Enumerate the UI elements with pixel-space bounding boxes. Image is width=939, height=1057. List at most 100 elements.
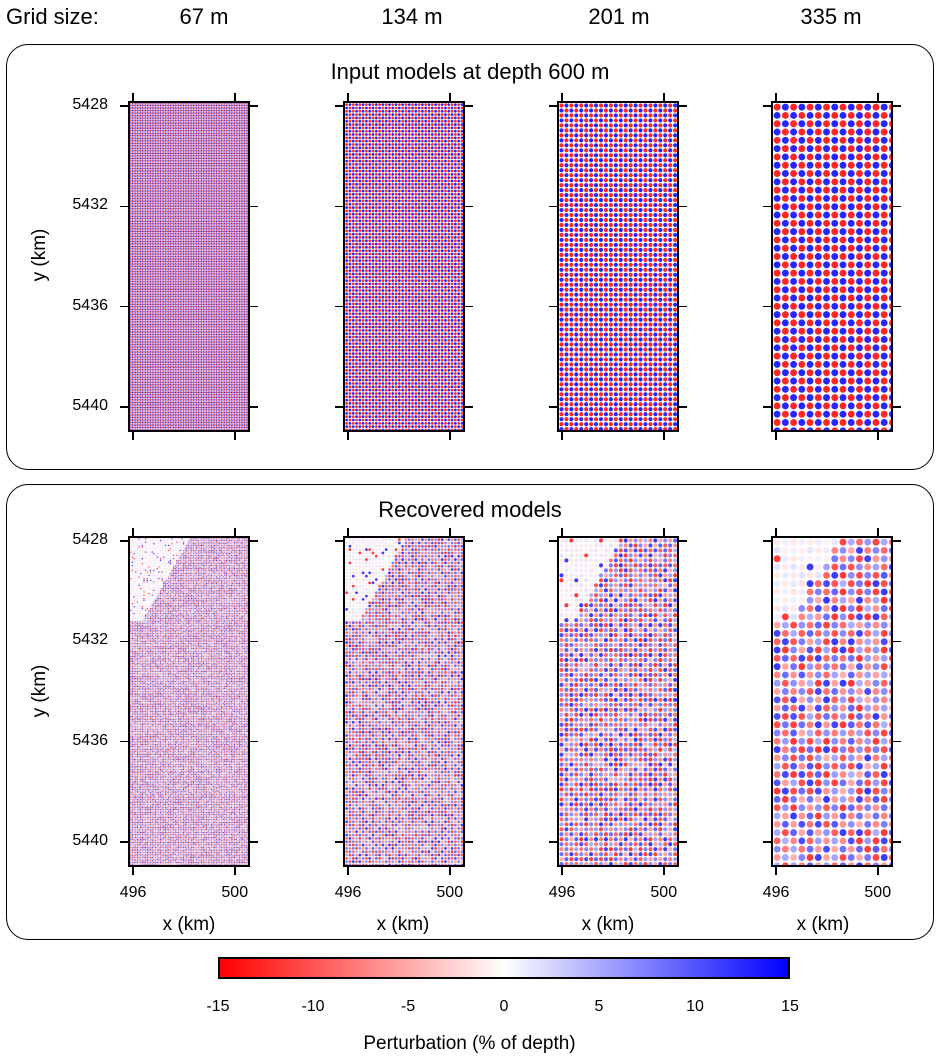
checker-cell bbox=[153, 121, 155, 123]
checker-cell bbox=[164, 426, 167, 429]
checker-cell bbox=[149, 164, 152, 166]
checker-cell bbox=[151, 179, 153, 181]
checker-cell bbox=[163, 240, 165, 243]
checker-cell bbox=[154, 174, 157, 176]
checker-cell bbox=[169, 290, 172, 293]
checker-cell bbox=[169, 308, 172, 311]
checker-cell bbox=[159, 247, 162, 249]
checker-cell bbox=[136, 381, 139, 384]
checker-cell bbox=[158, 108, 160, 110]
checker-cell bbox=[141, 358, 144, 361]
checker-cell bbox=[140, 159, 142, 161]
checker-cell bbox=[138, 214, 140, 216]
checker-cell bbox=[171, 149, 173, 152]
checker-cell bbox=[161, 285, 163, 288]
checker-cell bbox=[163, 403, 165, 405]
checker-cell bbox=[136, 207, 139, 210]
checker-cell bbox=[158, 156, 160, 158]
checker-cell bbox=[169, 192, 172, 195]
checker-cell bbox=[135, 393, 137, 395]
checker-cell bbox=[138, 332, 140, 334]
checker-cell bbox=[156, 411, 158, 414]
checker-cell bbox=[130, 207, 132, 210]
checker-cell bbox=[151, 206, 153, 208]
checker-cell bbox=[148, 390, 150, 392]
checker-cell bbox=[138, 372, 140, 374]
checker-cell bbox=[169, 355, 172, 357]
checker-cell bbox=[140, 352, 142, 354]
checker-cell bbox=[169, 161, 172, 163]
checker-cell bbox=[154, 290, 157, 293]
checker-cell bbox=[154, 159, 157, 161]
checker-cell bbox=[158, 376, 160, 379]
checker-cell bbox=[158, 171, 160, 173]
checker-cell bbox=[143, 172, 145, 175]
checker-cell bbox=[159, 171, 162, 173]
checker-cell bbox=[131, 355, 134, 357]
checker-cell bbox=[130, 305, 132, 308]
checker-cell bbox=[169, 285, 172, 288]
checker-cell bbox=[141, 368, 144, 371]
checker-cell bbox=[146, 113, 148, 115]
checker-cell bbox=[169, 343, 172, 346]
checker-cell bbox=[140, 212, 142, 215]
checker-cell bbox=[131, 370, 134, 372]
checker-cell bbox=[144, 106, 147, 108]
checker-cell bbox=[143, 328, 145, 331]
checker-cell bbox=[158, 338, 160, 341]
checker-cell bbox=[133, 308, 135, 311]
checker-cell bbox=[135, 108, 137, 110]
checker-cell bbox=[131, 257, 134, 259]
checker-cell bbox=[146, 131, 148, 133]
checker-cell bbox=[146, 405, 148, 407]
checker-cell bbox=[133, 191, 135, 193]
checker-cell bbox=[135, 378, 137, 381]
checker-cell bbox=[153, 104, 155, 107]
checker-cell bbox=[163, 123, 165, 125]
checker-cell bbox=[166, 169, 168, 171]
checker-cell bbox=[133, 396, 135, 399]
checker-cell bbox=[146, 265, 148, 268]
checker-cell bbox=[156, 141, 158, 143]
checker-cell bbox=[133, 335, 135, 337]
checker-cell bbox=[158, 318, 160, 321]
checker-cell bbox=[143, 141, 145, 143]
checker-cell bbox=[148, 292, 150, 294]
checker-cell bbox=[153, 375, 155, 377]
checker-cell bbox=[169, 300, 172, 303]
checker-cell bbox=[168, 353, 170, 356]
checker-cell bbox=[161, 365, 163, 367]
checker-cell bbox=[156, 269, 158, 271]
checker-cell bbox=[135, 194, 137, 196]
checker-cell bbox=[159, 279, 162, 281]
checker-cell bbox=[164, 172, 167, 175]
checker-cell bbox=[158, 289, 160, 291]
checker-cell bbox=[148, 398, 150, 400]
checker-cell bbox=[143, 305, 145, 308]
checker-cell bbox=[136, 108, 139, 110]
checker-cell bbox=[148, 116, 150, 118]
checker-cell bbox=[141, 342, 144, 344]
checker-cell bbox=[154, 327, 157, 329]
checker-cell bbox=[131, 322, 134, 324]
checker-cell bbox=[151, 284, 153, 286]
checker-cell bbox=[138, 137, 140, 140]
checker-cell bbox=[130, 292, 132, 294]
checker-cell bbox=[163, 214, 165, 216]
checker-cell bbox=[148, 159, 150, 161]
checker-cell bbox=[138, 254, 140, 256]
checker-cell bbox=[171, 104, 173, 107]
checker-cell bbox=[149, 398, 152, 400]
checker-cell bbox=[163, 284, 165, 286]
checker-cell bbox=[146, 425, 148, 427]
checker-cell bbox=[158, 249, 160, 251]
checker-cell bbox=[138, 265, 140, 268]
checker-cell bbox=[166, 406, 168, 409]
checker-cell bbox=[169, 317, 172, 319]
checker-cell bbox=[143, 111, 145, 113]
checker-cell bbox=[135, 244, 137, 246]
checker-cell bbox=[135, 307, 137, 309]
checker-cell bbox=[164, 267, 167, 269]
checker-cell bbox=[169, 106, 172, 108]
checker-cell bbox=[158, 162, 160, 165]
